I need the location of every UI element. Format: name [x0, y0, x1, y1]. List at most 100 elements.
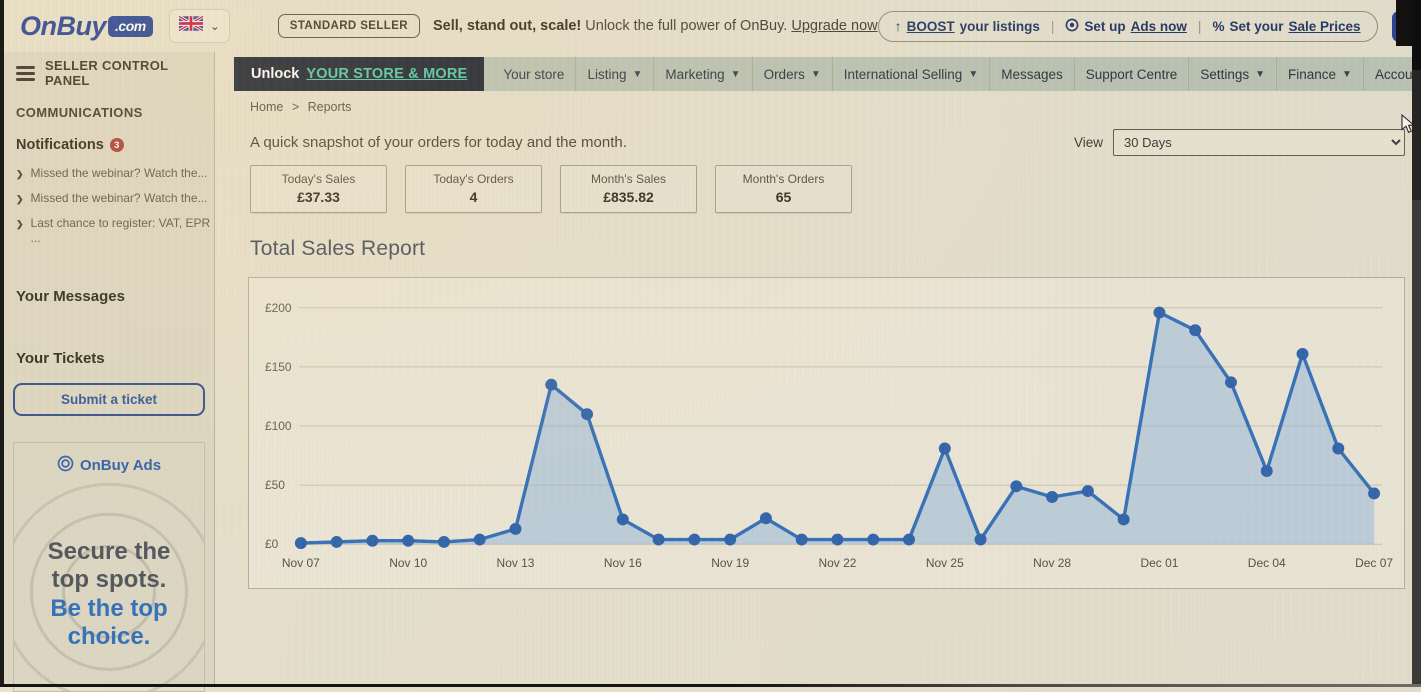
data-point — [688, 533, 701, 546]
bullseye-icon — [57, 455, 74, 476]
nav-item-listing[interactable]: Listing ▼ — [575, 57, 653, 91]
uk-flag-icon — [177, 14, 204, 36]
notification-item[interactable]: ❯ Missed the webinar? Watch the... — [16, 191, 214, 207]
snapshot-row: A quick snapshot of your orders for toda… — [250, 129, 1405, 156]
data-point — [1368, 487, 1381, 500]
nav-item-account-health[interactable]: Account Health — [1362, 57, 1421, 91]
data-point — [1153, 306, 1166, 319]
notifications-title: Notifications — [16, 137, 104, 153]
x-axis-tick-label: Nov 13 — [497, 556, 535, 570]
breadcrumb-separator: > — [291, 100, 300, 114]
x-axis-tick-label: Nov 28 — [1033, 556, 1071, 570]
set-sale-prices-link[interactable]: % Set your Sale Prices — [1212, 19, 1360, 34]
data-point — [509, 522, 522, 535]
nav-item-finance[interactable]: Finance ▼ — [1276, 57, 1363, 91]
data-point — [330, 535, 343, 548]
communications-section-label: COMMUNICATIONS — [16, 105, 143, 120]
data-point — [402, 534, 415, 547]
screen-bezel-bottom — [0, 684, 1421, 687]
x-axis-tick-label: Nov 22 — [819, 556, 857, 570]
notification-text: Missed the webinar? Watch the... — [30, 166, 208, 180]
breadcrumb-current[interactable]: Reports — [307, 100, 352, 114]
x-axis-tick-label: Nov 19 — [711, 556, 749, 570]
data-point — [294, 537, 307, 550]
notifications-list: ❯ Missed the webinar? Watch the... ❯ Missed… — [16, 166, 214, 246]
boost-listings-link[interactable]: ↑ BOOST your listings — [895, 18, 1040, 34]
notifications-header[interactable]: Notifications 3 — [16, 137, 214, 153]
language-selector[interactable]: ⌄ — [168, 9, 230, 43]
nav-item-messages[interactable]: Messages — [989, 57, 1074, 91]
report-title: Total Sales Report — [250, 237, 426, 260]
stat-value: £37.33 — [297, 189, 340, 205]
data-point — [616, 513, 629, 526]
screen-bezel-right — [1412, 0, 1421, 687]
nav-item-label: Finance — [1288, 66, 1337, 82]
data-point — [652, 533, 665, 546]
nav-item-label: Listing — [587, 66, 627, 82]
data-point — [1224, 376, 1237, 389]
data-point — [1296, 347, 1309, 360]
data-point — [759, 512, 772, 525]
x-axis-tick-label: Nov 07 — [282, 556, 320, 570]
data-point — [1081, 485, 1094, 498]
y-axis-tick-label: £0 — [265, 537, 279, 551]
upgrade-promo: Sell, stand out, scale! Unlock the full … — [433, 18, 878, 34]
top-header: OnBuy .com ⌄ STANDARD SELLER Sell, stand … — [0, 0, 1421, 52]
x-axis-tick-label: Dec 01 — [1140, 556, 1178, 570]
onbuy-ads-logo: OnBuy Ads — [14, 455, 204, 476]
onbuy-logo: OnBuy .com — [20, 11, 153, 42]
nav-item-orders[interactable]: Orders ▼ — [751, 57, 832, 91]
nav-strip: Your store Listing ▼ Marketing ▼ Orders ▼ Inter… — [484, 57, 1421, 91]
stat-value: 65 — [775, 189, 792, 205]
target-icon — [1065, 18, 1079, 35]
total-sales-chart: £0 £50 £100 £150 £200 Nov 07 Nov 10 Nov 13 Nov 1… — [248, 277, 1405, 589]
stat-value: £835.82 — [603, 189, 654, 205]
header-right-group: ↑ BOOST your listings | Set up Ads now |… — [877, 10, 1421, 42]
stat-card-month-s-sales: Month's Sales £835.82 — [560, 165, 697, 213]
upgrade-now-link[interactable]: Upgrade now — [791, 18, 878, 34]
data-point — [545, 378, 558, 391]
your-store-and-more-link[interactable]: YOUR STORE & MORE — [306, 66, 468, 82]
data-point — [437, 535, 450, 548]
notification-item[interactable]: ❯ Last chance to register: VAT, EPR ... — [16, 216, 214, 246]
sales-chart-svg: £0 £50 £100 £150 £200 Nov 07 Nov 10 Nov 13 Nov 1… — [265, 301, 1393, 570]
main-nav: Unlock YOUR STORE & MORE Your store Listi… — [234, 57, 1421, 91]
notifications-badge: 3 — [109, 138, 124, 152]
nav-item-settings[interactable]: Settings ▼ — [1188, 57, 1276, 91]
ads-brand: OnBuy Ads — [79, 457, 162, 474]
promo-text: Unlock the full power of OnBuy. — [581, 18, 792, 34]
notification-item[interactable]: ❯ Missed the webinar? Watch the... — [16, 166, 214, 182]
your-messages-link[interactable]: Your Messages — [16, 288, 125, 305]
ads-prefix: Set up — [1084, 18, 1126, 34]
data-point — [473, 533, 486, 546]
chevron-down-icon: ▼ — [632, 68, 643, 80]
onbuy-ads-banner[interactable]: OnBuy Ads Secure the top spots. Be the t… — [13, 442, 205, 692]
boost-bold: BOOST — [906, 18, 955, 34]
nav-item-label: Orders — [763, 66, 805, 82]
stat-label: Today's Sales — [281, 172, 356, 186]
nav-items: Your store Listing ▼ Marketing ▼ Orders ▼ Inter… — [492, 57, 1421, 91]
chevron-down-icon: ⌄ — [209, 19, 220, 33]
x-axis-tick-label: Dec 07 — [1355, 556, 1393, 570]
nav-item-your-store[interactable]: Your store — [492, 57, 575, 91]
data-point — [1189, 324, 1202, 337]
nav-item-support-centre[interactable]: Support Centre — [1073, 57, 1189, 91]
nav-item-international-selling[interactable]: International Selling ▼ — [831, 57, 990, 91]
chevron-down-icon: ▼ — [968, 68, 979, 80]
control-panel-label: SELLER CONTROL PANEL — [45, 58, 169, 88]
seller-tier-badge: STANDARD SELLER — [277, 14, 420, 38]
seller-control-panel-menu[interactable]: SELLER CONTROL PANEL — [16, 58, 214, 88]
breadcrumb-home[interactable]: Home — [250, 100, 284, 114]
submit-ticket-button[interactable]: Submit a ticket — [13, 383, 205, 416]
data-point — [903, 533, 916, 546]
set-up-ads-link[interactable]: Set up Ads now — [1065, 18, 1187, 35]
ad-headline: Secure the top spots. — [47, 538, 171, 594]
x-axis-tick-label: Nov 25 — [926, 556, 964, 570]
breadcrumb: Home > Reports — [250, 100, 1421, 114]
ads-now-link-text: Ads now — [1130, 18, 1187, 34]
nav-item-marketing[interactable]: Marketing ▼ — [653, 57, 751, 91]
your-tickets-link[interactable]: Your Tickets — [16, 350, 105, 367]
view-label: View — [1073, 135, 1103, 150]
view-range-select[interactable]: 30 Days — [1113, 129, 1405, 156]
y-axis-tick-label: £50 — [265, 478, 285, 492]
